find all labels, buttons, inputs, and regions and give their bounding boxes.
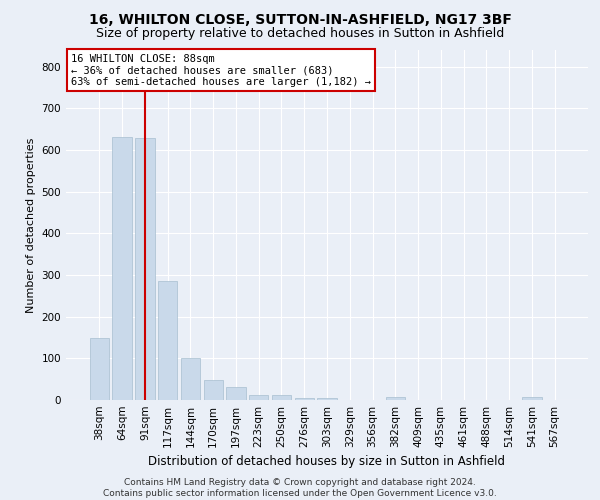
Bar bbox=[135, 138, 155, 400]
Bar bbox=[249, 395, 268, 400]
Bar bbox=[203, 380, 223, 400]
Bar bbox=[226, 386, 245, 400]
Text: 16, WHILTON CLOSE, SUTTON-IN-ASHFIELD, NG17 3BF: 16, WHILTON CLOSE, SUTTON-IN-ASHFIELD, N… bbox=[89, 12, 511, 26]
Bar bbox=[295, 398, 314, 400]
Text: Contains HM Land Registry data © Crown copyright and database right 2024.
Contai: Contains HM Land Registry data © Crown c… bbox=[103, 478, 497, 498]
Bar bbox=[386, 396, 405, 400]
Bar bbox=[112, 136, 132, 400]
Bar bbox=[158, 281, 178, 400]
Bar bbox=[317, 398, 337, 400]
Text: Size of property relative to detached houses in Sutton in Ashfield: Size of property relative to detached ho… bbox=[96, 28, 504, 40]
Text: 16 WHILTON CLOSE: 88sqm
← 36% of detached houses are smaller (683)
63% of semi-d: 16 WHILTON CLOSE: 88sqm ← 36% of detache… bbox=[71, 54, 371, 86]
X-axis label: Distribution of detached houses by size in Sutton in Ashfield: Distribution of detached houses by size … bbox=[149, 456, 505, 468]
Bar bbox=[522, 396, 542, 400]
Bar bbox=[90, 338, 109, 400]
Bar bbox=[181, 358, 200, 400]
Bar bbox=[272, 395, 291, 400]
Y-axis label: Number of detached properties: Number of detached properties bbox=[26, 138, 36, 312]
